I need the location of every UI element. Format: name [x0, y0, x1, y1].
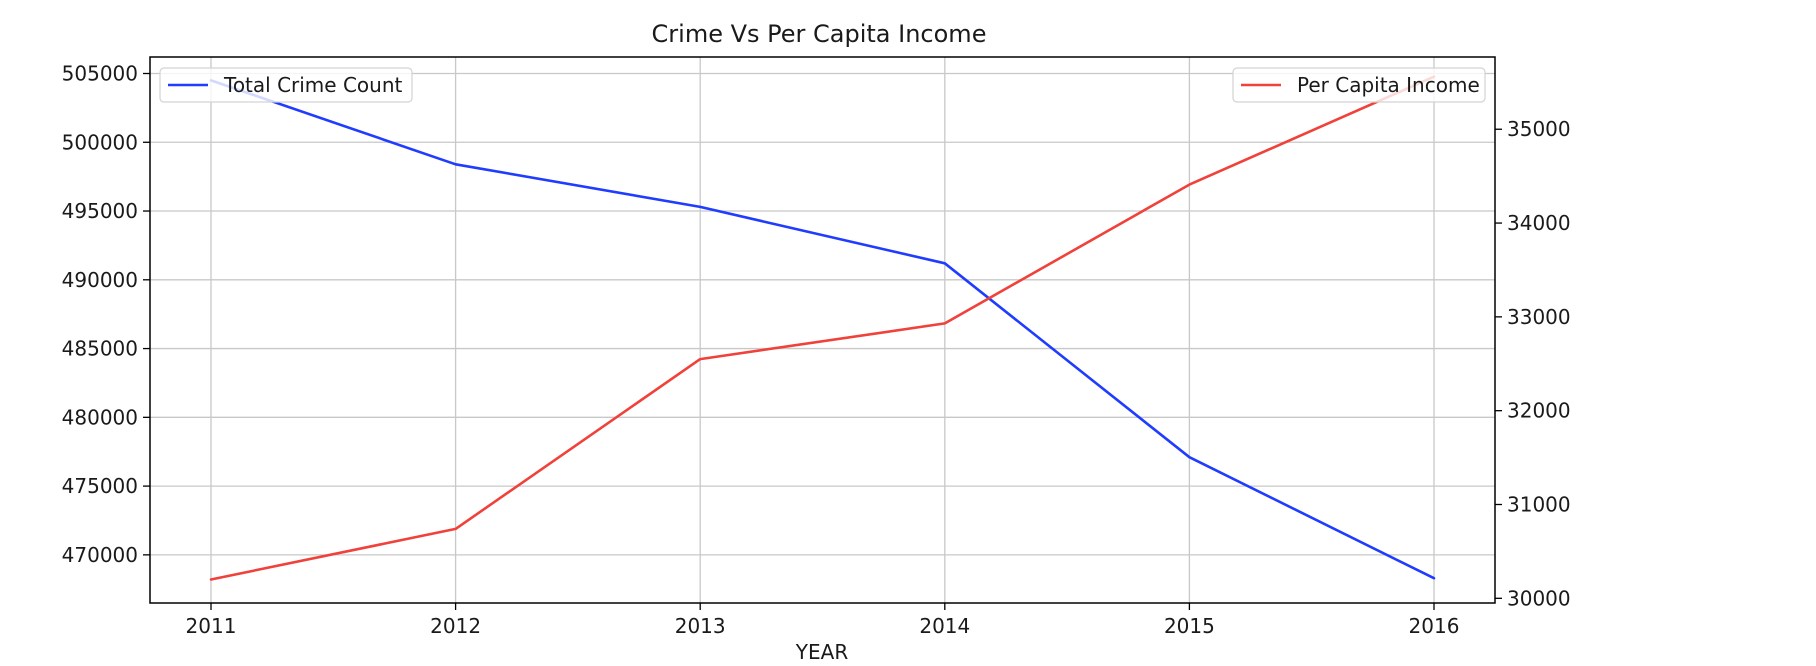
- series-line-2: [209, 75, 1436, 581]
- x-tick-label: 2014: [919, 614, 970, 638]
- right-y-tick-label: 35000: [1507, 117, 1571, 141]
- plot-frame: [149, 56, 1496, 604]
- left-y-tick-label: 485000: [62, 337, 138, 361]
- x-tick-label: 2012: [430, 614, 481, 638]
- right-y-tick-label: 31000: [1507, 492, 1571, 516]
- legend-1: Total Crime Count: [159, 67, 413, 103]
- series-lines: [209, 75, 1436, 581]
- legend-box: [159, 67, 413, 103]
- x-axis-ticks: 2011 2012 2013 2014 2015 2016: [186, 603, 1460, 638]
- right-y-tick-label: 33000: [1507, 305, 1571, 329]
- legend-label: Total Crime Count: [223, 73, 403, 97]
- left-y-tick-label: 500000: [62, 130, 138, 154]
- x-tick-label: 2015: [1164, 614, 1215, 638]
- left-y-axis-ticks: 470000 475000 480000 485000 490000 495000 5000…: [62, 62, 150, 567]
- left-y-tick-label: 495000: [62, 199, 138, 223]
- legend-box: [1232, 67, 1486, 103]
- right-y-axis-ticks: 30000 31000 32000 33000 34000 35000: [1495, 117, 1571, 610]
- left-y-tick-label: 470000: [62, 543, 138, 567]
- x-tick-label: 2011: [186, 614, 237, 638]
- legend-2: Per Capita Income: [1232, 67, 1486, 103]
- left-y-tick-label: 490000: [62, 268, 138, 292]
- legend-label: Per Capita Income: [1297, 73, 1480, 97]
- right-y-tick-label: 30000: [1507, 586, 1571, 610]
- left-y-tick-label: 505000: [62, 62, 138, 86]
- legends: Total Crime Count Per Capita Income: [159, 67, 1486, 103]
- left-y-tick-label: 480000: [62, 405, 138, 429]
- series-line-1: [209, 79, 1436, 580]
- x-axis-title: YEAR: [795, 640, 849, 664]
- left-y-tick-label: 475000: [62, 474, 138, 498]
- right-y-tick-label: 32000: [1507, 399, 1571, 423]
- right-y-tick-label: 34000: [1507, 211, 1571, 235]
- x-tick-label: 2016: [1409, 614, 1460, 638]
- x-tick-label: 2013: [675, 614, 726, 638]
- chart-title: Crime Vs Per Capita Income: [652, 20, 987, 48]
